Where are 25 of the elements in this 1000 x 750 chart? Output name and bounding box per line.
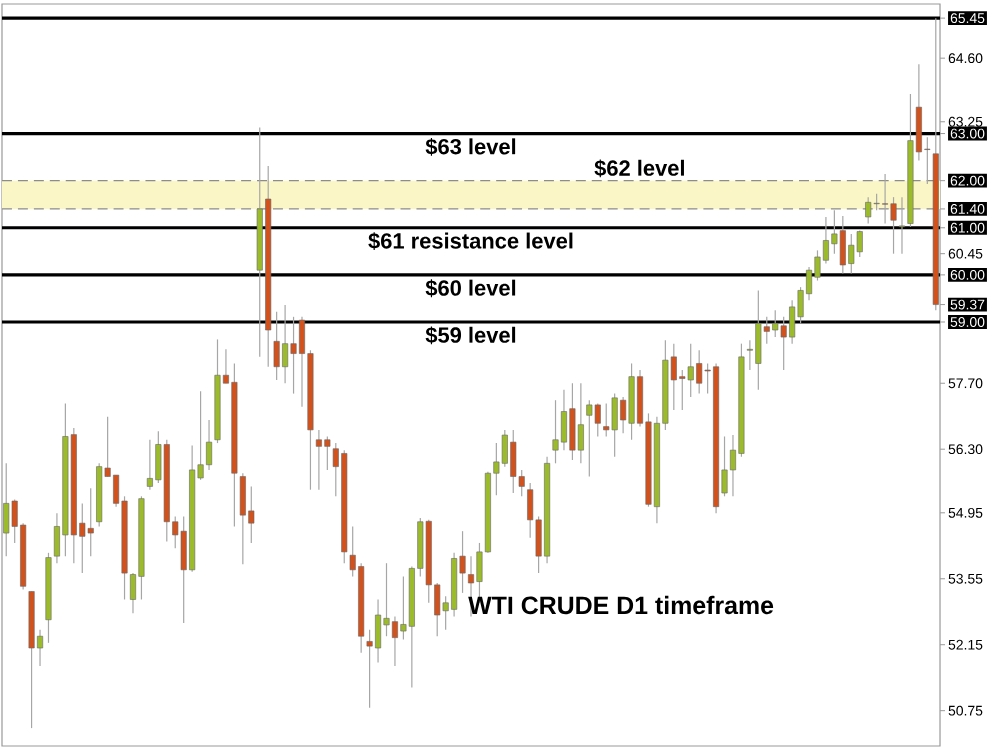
candlestick (594, 402, 601, 438)
candlestick (569, 382, 576, 461)
ref-line-label: $61 resistance level (368, 232, 573, 251)
candlestick (577, 382, 584, 464)
ref-line-label: $59 level (425, 326, 516, 345)
candlestick (87, 487, 94, 557)
candlestick (865, 196, 872, 225)
candlestick (898, 196, 905, 255)
candlestick (552, 399, 559, 464)
annotation: WTI CRUDE D1 timeframe (468, 595, 774, 615)
candlestick (856, 229, 863, 258)
candlestick (400, 575, 407, 641)
candlestick (628, 362, 635, 441)
ref-line-label: $63 level (425, 137, 516, 156)
candlestick (3, 462, 10, 557)
candlestick (603, 402, 610, 438)
ref-line-label: $60 level (425, 279, 516, 298)
candlestick (273, 311, 280, 381)
candlestick (890, 196, 897, 255)
candlestick (755, 289, 762, 391)
candlestick (290, 316, 297, 395)
band-label: $62 level (594, 159, 684, 178)
candlestick (324, 435, 331, 471)
candlestick (586, 399, 593, 478)
candlestick (611, 393, 618, 458)
